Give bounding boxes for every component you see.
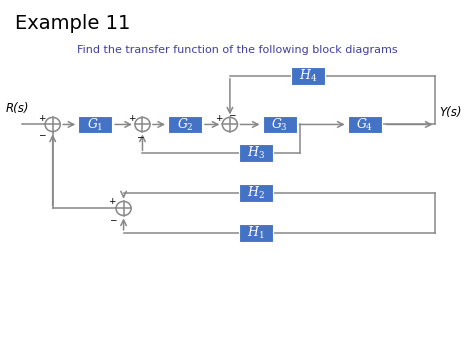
FancyBboxPatch shape [239, 184, 273, 202]
Text: $G_1$: $G_1$ [87, 116, 103, 132]
FancyBboxPatch shape [239, 144, 273, 162]
FancyBboxPatch shape [168, 116, 202, 133]
Text: $G_3$: $G_3$ [271, 116, 288, 132]
Circle shape [135, 118, 150, 132]
Text: $G_2$: $G_2$ [177, 116, 193, 132]
Text: Y(s): Y(s) [439, 106, 462, 119]
Text: +: + [109, 197, 116, 206]
Text: $G_4$: $G_4$ [356, 116, 373, 132]
Circle shape [45, 118, 60, 132]
FancyBboxPatch shape [347, 116, 382, 133]
Circle shape [222, 118, 237, 132]
Text: $H_4$: $H_4$ [299, 68, 317, 84]
Text: $-$: $-$ [109, 214, 118, 224]
Text: $-$: $-$ [38, 130, 46, 139]
Text: R(s): R(s) [5, 102, 29, 115]
FancyBboxPatch shape [78, 116, 112, 133]
Text: +: + [38, 114, 46, 123]
Text: +: + [128, 114, 136, 123]
Text: +: + [215, 114, 222, 123]
FancyBboxPatch shape [263, 116, 297, 133]
Text: $-$: $-$ [228, 109, 237, 118]
Text: $H_1$: $H_1$ [247, 225, 264, 241]
Text: Find the transfer function of the following block diagrams: Find the transfer function of the follow… [77, 45, 397, 55]
Text: $H_3$: $H_3$ [247, 145, 265, 161]
Text: $-$: $-$ [136, 131, 145, 141]
Circle shape [116, 201, 131, 215]
FancyBboxPatch shape [239, 224, 273, 242]
Text: Example 11: Example 11 [15, 14, 130, 33]
Text: $H_2$: $H_2$ [247, 185, 265, 201]
FancyBboxPatch shape [291, 67, 325, 85]
